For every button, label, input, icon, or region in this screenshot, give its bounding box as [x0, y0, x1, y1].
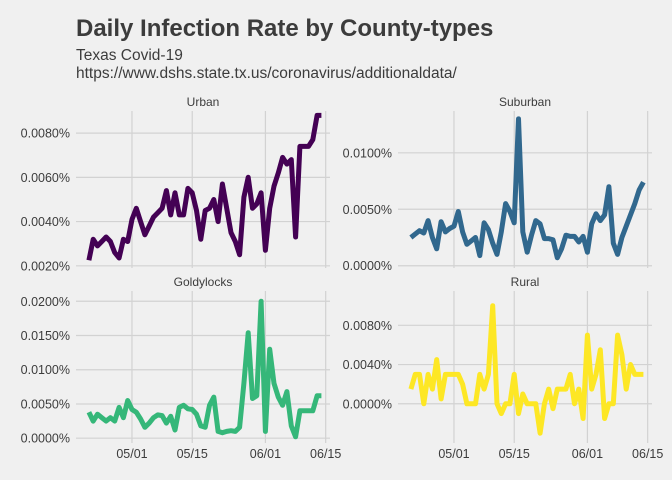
y-tick-label: 0.0000%: [343, 259, 392, 273]
y-tick-label: 0.0050%: [21, 397, 70, 411]
series-line-goldylocks: [86, 298, 322, 440]
chart-title: Daily Infection Rate by County-types: [76, 15, 493, 42]
y-tick-label: 0.0060%: [21, 171, 70, 185]
panel-rural: 0.0000% 0.0040% 0.0080% Rural 05/01 05/15 06/0…: [343, 275, 664, 461]
y-tick-label: 0.0040%: [21, 215, 70, 229]
x-tick-label: 05/15: [177, 447, 208, 461]
chart-source: https://www.dshs.state.tx.us/coronavirus…: [76, 65, 458, 82]
panel-goldylocks: 0.0000% 0.0050% 0.0100% 0.0150% 0.0200% Goldy…: [21, 275, 342, 461]
y-tick-label: 0.0050%: [343, 203, 392, 217]
y-tick-label: 0.0020%: [21, 259, 70, 273]
chart-subtitle: Texas Covid-19: [76, 47, 183, 64]
x-tick-label: 06/15: [632, 447, 663, 461]
y-tick-label: 0.0080%: [21, 127, 70, 141]
facet-strip-label: Suburban: [499, 95, 551, 109]
facet-panels: 0.0020% 0.0040% 0.0060% 0.0080% Urban 0.0000%…: [21, 95, 664, 461]
series-line-suburban: [409, 116, 646, 261]
x-tick-label: 05/01: [438, 447, 469, 461]
series-line-rural: [408, 303, 644, 436]
facet-strip-label: Goldylocks: [174, 275, 233, 289]
y-tick-label: 0.0040%: [343, 358, 392, 372]
x-tick-label: 06/01: [572, 447, 603, 461]
y-tick-label: 0.0080%: [343, 319, 392, 333]
series-line-urban: [86, 112, 322, 261]
x-tick-label: 06/15: [310, 447, 341, 461]
y-tick-label: 0.0150%: [21, 329, 70, 343]
x-tick-label: 06/01: [250, 447, 281, 461]
panel-suburban: 0.0000% 0.0050% 0.0100% Suburban: [343, 95, 652, 273]
facet-strip-label: Rural: [511, 275, 540, 289]
y-tick-label: 0.0200%: [21, 295, 70, 309]
y-tick-label: 0.0100%: [343, 146, 392, 160]
panel-urban: 0.0020% 0.0040% 0.0060% 0.0080% Urban: [21, 95, 330, 273]
facet-strip-label: Urban: [187, 95, 220, 109]
x-tick-label: 05/01: [116, 447, 147, 461]
y-tick-label: 0.0100%: [21, 363, 70, 377]
y-tick-label: 0.0000%: [21, 432, 70, 446]
y-tick-label: 0.0000%: [343, 397, 392, 411]
x-tick-label: 05/15: [499, 447, 530, 461]
